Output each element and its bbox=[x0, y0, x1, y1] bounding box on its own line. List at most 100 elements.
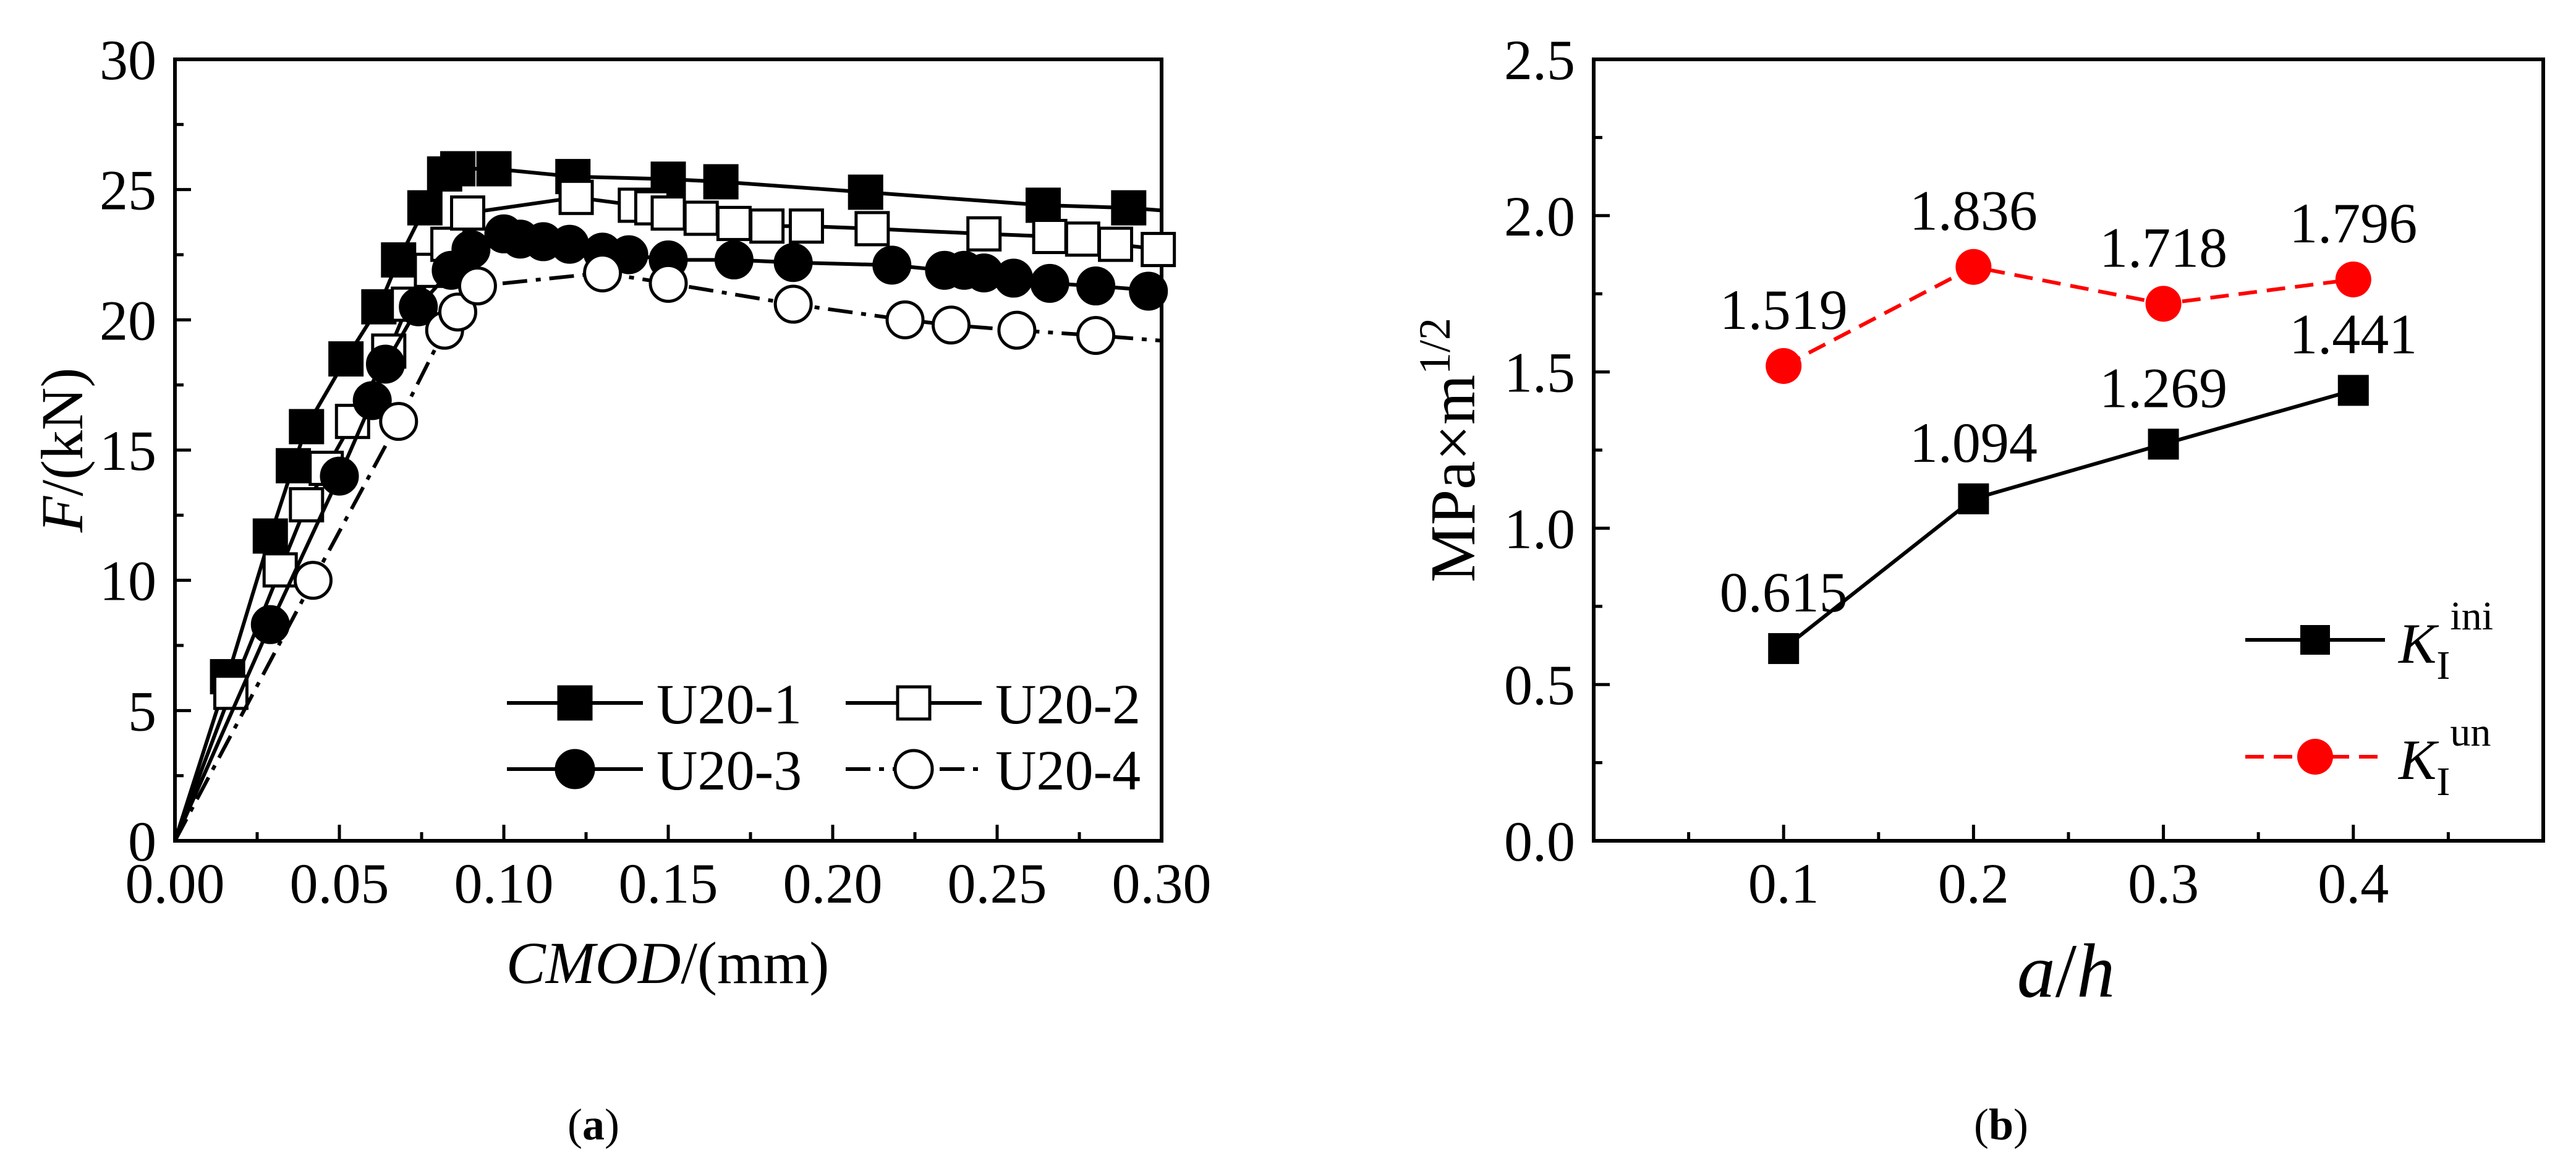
legend-label-ki-un: KIun bbox=[2397, 710, 2491, 804]
chart-b-x-tick-label: 0.3 bbox=[2128, 852, 2199, 915]
data-point-u20-1 bbox=[407, 190, 443, 226]
chart-a-y-axis-unit: /(kN) bbox=[29, 368, 95, 496]
data-point-u20-4 bbox=[583, 253, 623, 292]
data-point-u20-2 bbox=[788, 208, 824, 244]
chart-a-y-axis-label: F/(kN) bbox=[29, 368, 95, 534]
panel-b-caption: (b) bbox=[1974, 1100, 2028, 1149]
legend-marker-ki-un bbox=[2297, 739, 2333, 775]
chart-a-x-tick-label: 0.15 bbox=[619, 852, 718, 915]
chart-b: 0.1 0.2 0.3 0.4 0.0 0.5 1.0 1.5 2.0 2.5 0.615 1.09… bbox=[1410, 28, 2545, 1149]
series-u20-4 bbox=[173, 253, 1162, 842]
legend-ki-ini-sup: ini bbox=[2450, 594, 2493, 639]
data-label-ki-un: 1.718 bbox=[2099, 216, 2227, 279]
legend-marker-ki-ini bbox=[2300, 625, 2330, 655]
legend-marker-u20-1 bbox=[557, 685, 593, 721]
data-point-u20-3 bbox=[994, 258, 1034, 298]
data-point-u20-3 bbox=[1076, 266, 1116, 306]
data-label-ki-ini: 1.094 bbox=[1910, 411, 2038, 474]
chart-a-y-tick-label: 30 bbox=[100, 28, 156, 91]
data-point-u20-4 bbox=[457, 266, 497, 306]
data-point-ki-un bbox=[2335, 261, 2371, 297]
data-point-u20-2 bbox=[1032, 219, 1068, 255]
data-label-ki-un: 1.796 bbox=[2289, 192, 2417, 255]
chart-a-x-axis-unit: /(mm) bbox=[681, 930, 829, 996]
chart-b-legend: KIini KIun bbox=[2245, 594, 2493, 804]
data-point-u20-2 bbox=[289, 487, 325, 522]
data-point-u20-1 bbox=[848, 174, 883, 210]
legend-label-u20-3: U20-3 bbox=[657, 739, 802, 802]
chart-b-y-axis-main: MPa×m bbox=[1418, 375, 1489, 582]
data-point-u20-1 bbox=[381, 242, 417, 278]
data-point-u20-4 bbox=[885, 300, 925, 339]
legend-marker-u20-4 bbox=[893, 749, 934, 789]
legend-entry-u20-4: U20-4 bbox=[846, 739, 1141, 802]
chart-a-x-tick-label: 0.30 bbox=[1112, 852, 1212, 915]
chart-a-x-axis-label: CMOD/(mm) bbox=[506, 930, 830, 996]
legend-entry-ki-un: KIun bbox=[2245, 710, 2491, 804]
chart-b-x-axis-a: a bbox=[2017, 929, 2055, 1013]
data-point-u20-3 bbox=[609, 235, 648, 274]
data-point-ki-ini bbox=[2148, 428, 2179, 460]
legend-ki-un-sup: un bbox=[2450, 710, 2491, 755]
data-label-ki-un: 1.519 bbox=[1720, 278, 1848, 341]
chart-a-x-tick-label: 0.05 bbox=[290, 852, 389, 915]
data-point-u20-4 bbox=[438, 292, 478, 332]
data-point-u20-1 bbox=[1025, 187, 1061, 223]
chart-a-ticks bbox=[173, 57, 1163, 843]
data-point-ki-un bbox=[2145, 286, 2182, 322]
data-point-u20-1 bbox=[1111, 190, 1147, 226]
chart-b-y-tick-label: 0.0 bbox=[1504, 810, 1575, 873]
chart-a-x-tick-label: 0.00 bbox=[125, 852, 225, 915]
data-point-u20-3 bbox=[1129, 271, 1168, 311]
data-point-u20-4 bbox=[773, 284, 813, 324]
data-point-u20-1 bbox=[328, 341, 364, 377]
chart-b-y-tick-label: 0.5 bbox=[1504, 653, 1575, 717]
chart-a-y-tick-label: 15 bbox=[100, 419, 156, 482]
legend-label-ki-ini: KIini bbox=[2397, 594, 2493, 688]
data-point-u20-2 bbox=[558, 179, 594, 215]
data-point-u20-2 bbox=[716, 205, 752, 241]
panel-a-open-paren: ( bbox=[567, 1100, 582, 1149]
data-point-u20-2 bbox=[449, 195, 485, 231]
chart-b-y-tick-label: 1.5 bbox=[1504, 341, 1575, 404]
data-point-u20-4 bbox=[1076, 316, 1116, 355]
data-point-u20-4 bbox=[932, 305, 971, 345]
data-point-u20-1 bbox=[440, 151, 476, 187]
data-point-ki-un bbox=[1955, 249, 1992, 285]
chart-b-x-tick-label: 0.1 bbox=[1748, 852, 1819, 915]
chart-a-y-tick-label: 25 bbox=[100, 159, 156, 222]
data-point-u20-1 bbox=[252, 518, 288, 554]
chart-a-x-axis-var: CMOD bbox=[506, 930, 681, 996]
legend-label-u20-2: U20-2 bbox=[995, 673, 1141, 736]
chart-a-x-tick-label: 0.10 bbox=[454, 852, 554, 915]
data-point-u20-3 bbox=[451, 230, 491, 270]
legend-marker-u20-2 bbox=[896, 685, 932, 721]
data-point-u20-4 bbox=[997, 310, 1037, 350]
data-label-ki-ini: 1.269 bbox=[2099, 356, 2227, 419]
chart-a-y-tick-label: 20 bbox=[100, 289, 156, 352]
chart-b-ticks bbox=[1594, 57, 2450, 843]
data-point-u20-3 bbox=[1030, 263, 1069, 303]
chart-a-x-tick-label: 0.20 bbox=[783, 852, 883, 915]
chart-a-legend: U20-1 U20-2 U20-3 U20-4 bbox=[507, 673, 1141, 802]
data-point-u20-4 bbox=[379, 402, 419, 441]
legend-ki-ini-sub: I bbox=[2436, 643, 2450, 688]
chart-b-x-tick-label: 0.2 bbox=[1938, 852, 2009, 915]
chart-b-y-axis-sup: 1/2 bbox=[1410, 318, 1460, 375]
data-point-u20-2 bbox=[213, 674, 249, 710]
data-point-u20-3 bbox=[320, 456, 359, 496]
legend-label-u20-4: U20-4 bbox=[995, 739, 1141, 802]
legend-entry-u20-1: U20-1 bbox=[507, 673, 802, 736]
data-point-u20-2 bbox=[1141, 232, 1176, 268]
data-point-u20-2 bbox=[749, 208, 785, 244]
data-point-u20-1 bbox=[703, 164, 739, 200]
data-point-u20-3 bbox=[352, 381, 392, 420]
data-point-u20-1 bbox=[476, 151, 512, 187]
chart-b-x-axis-h: h bbox=[2077, 929, 2115, 1013]
data-point-u20-2 bbox=[966, 216, 1002, 252]
chart-b-y-tick-label: 1.0 bbox=[1504, 497, 1575, 560]
data-label-ki-un: 1.836 bbox=[1910, 179, 2038, 242]
chart-b-plot-frame bbox=[1592, 57, 2545, 843]
legend-entry-u20-3: U20-3 bbox=[507, 739, 802, 802]
chart-a-y-tick-label: 10 bbox=[100, 550, 156, 613]
